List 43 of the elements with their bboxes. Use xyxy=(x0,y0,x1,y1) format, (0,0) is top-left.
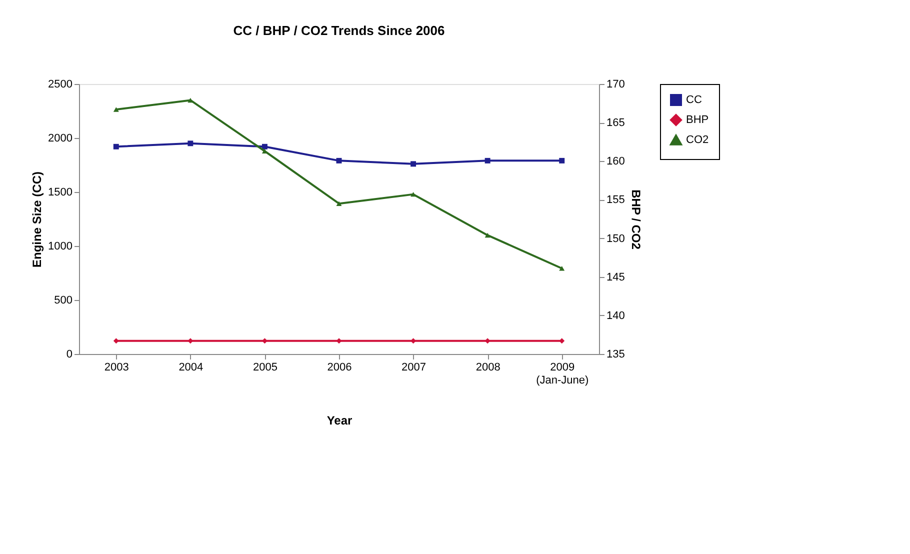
point xyxy=(188,140,194,146)
y-tick-label: 2500 xyxy=(48,78,72,90)
point xyxy=(559,338,565,344)
y2-tick-label: 150 xyxy=(606,232,625,245)
y-tick-label: 1500 xyxy=(48,186,72,198)
y-axis-title: Engine Size (CC) xyxy=(30,171,44,268)
legend-label: BHP xyxy=(686,114,709,126)
y2-tick-label: 160 xyxy=(606,156,625,168)
point xyxy=(336,201,342,206)
point xyxy=(410,192,416,197)
point xyxy=(113,338,119,344)
y-tick-label: 0 xyxy=(66,348,72,360)
y2-tick-label: 165 xyxy=(606,117,625,130)
x-tick-label: 2008 xyxy=(476,362,500,374)
y-tick-label: 1000 xyxy=(48,240,72,252)
point xyxy=(188,98,194,103)
y2-axis-title: BHP / CO2 xyxy=(628,190,643,250)
point xyxy=(113,107,119,112)
x-tick-label: 2009 (Jan-June) xyxy=(536,362,589,386)
point xyxy=(559,266,565,271)
point xyxy=(484,232,490,238)
point xyxy=(113,144,119,150)
y-tick-label: 2000 xyxy=(48,132,72,144)
y-tick-label: 500 xyxy=(54,294,72,306)
y2-tick-label: 155 xyxy=(606,194,625,206)
x-tick-label: 2007 xyxy=(402,362,426,374)
point xyxy=(559,158,565,164)
chart-title: CC / BHP / CO2 Trends Since 2006 xyxy=(233,23,445,38)
y2-tick-label: 170 xyxy=(606,78,625,90)
legend-label: CO2 xyxy=(686,134,709,146)
point xyxy=(336,158,342,164)
legend-label: CC xyxy=(686,94,702,106)
point xyxy=(410,161,416,167)
x-tick-label: 2006 xyxy=(327,362,352,374)
y2-tick-label: 135 xyxy=(606,348,625,360)
x-tick-label: 2005 xyxy=(252,362,278,374)
point xyxy=(484,158,490,164)
x-tick-label: 2003 xyxy=(104,362,129,374)
x-tick-label: 2004 xyxy=(178,362,204,374)
y2-tick-label: 145 xyxy=(606,271,625,284)
point xyxy=(262,144,268,150)
x-axis-title: Year xyxy=(326,414,353,428)
y2-tick-label: 140 xyxy=(606,310,625,322)
